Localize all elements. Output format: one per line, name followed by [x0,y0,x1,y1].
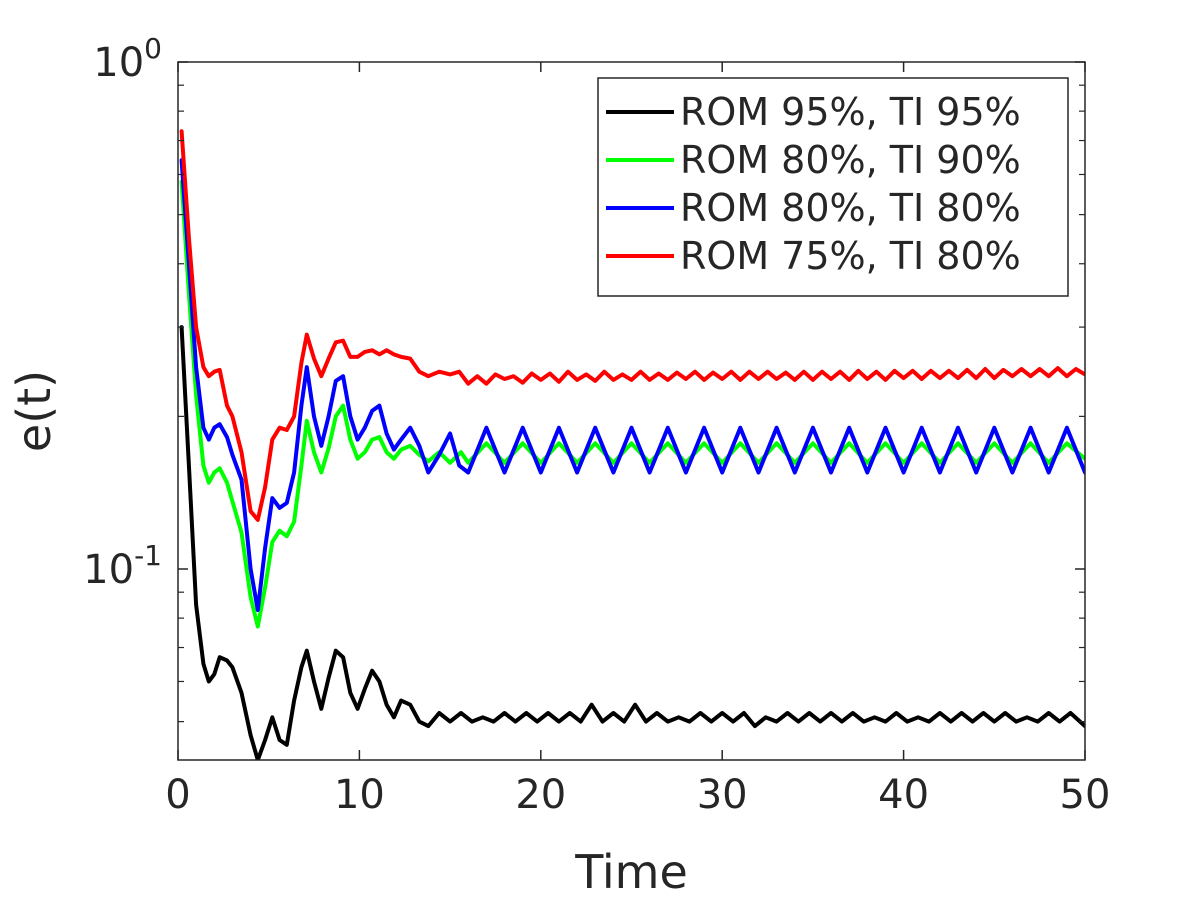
legend-label-3: ROM 80%, TI 80% [680,186,1021,230]
plot-frame [177,61,1086,761]
y-tick-label: 10-1 [83,539,162,593]
series-line-3 [179,158,1085,612]
legend: ROM 95%, TI 95%ROM 80%, TI 90%ROM 80%, T… [597,77,1069,297]
series-layer [179,129,1085,760]
series-line-2 [179,179,1085,629]
y-tick-base: 10 [93,40,144,86]
y-tick-exponent: -1 [134,539,162,572]
y-axis-title: e(t) [7,370,61,452]
x-tick-label: 0 [165,772,190,818]
legend-label-4: ROM 75%, TI 80% [680,234,1021,278]
x-axis-title: Time [574,845,688,898]
y-tick-label: 100 [93,32,162,86]
x-tick-label: 20 [515,772,566,818]
x-tick-label: 40 [878,772,929,818]
x-tick-label: 10 [334,772,385,818]
axes-layer [177,61,1086,761]
y-tick-exponent: 0 [144,32,162,65]
series-line-1 [179,325,1085,760]
series-line-4 [179,129,1085,522]
legend-label-1: ROM 95%, TI 95% [680,90,1021,134]
legend-box [597,77,1069,297]
legend-label-2: ROM 80%, TI 90% [680,138,1021,182]
y-tick-base: 10 [83,547,134,593]
x-tick-label: 30 [697,772,748,818]
x-tick-label: 50 [1060,772,1111,818]
